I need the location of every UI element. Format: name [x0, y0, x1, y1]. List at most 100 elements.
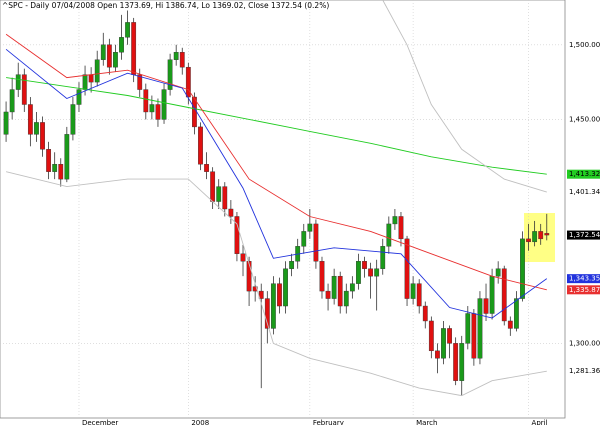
value-box — [567, 285, 600, 295]
candle-body — [70, 104, 76, 135]
close-box — [567, 230, 600, 240]
value-box — [567, 274, 600, 284]
candle-body — [46, 149, 52, 172]
x-tick-label: April — [532, 419, 548, 425]
candle-body — [64, 134, 70, 180]
value-box — [567, 169, 600, 179]
close-label: 1,372.54 — [569, 231, 600, 239]
indicator-line — [5, 33, 547, 291]
candle-body — [337, 275, 343, 307]
candle-body — [34, 122, 39, 135]
candle-body — [40, 122, 45, 150]
candle-body — [301, 231, 307, 247]
candle-body — [210, 171, 216, 202]
candle-body — [453, 343, 459, 381]
y-tick-label: 1,450.00 — [569, 115, 600, 123]
candle-body — [143, 89, 149, 113]
candle-body — [264, 298, 270, 329]
candle-body — [356, 261, 361, 284]
candle-body — [179, 52, 185, 68]
candle-body — [106, 44, 112, 68]
y-tick-label: 1,300.00 — [569, 339, 600, 347]
candle-body — [313, 223, 319, 262]
candle-body — [307, 223, 313, 232]
candle-body — [392, 216, 398, 225]
x-tick-label: March — [416, 419, 437, 425]
candle-body — [483, 298, 489, 314]
value-label: 1,335.87 — [569, 286, 600, 294]
candle-body — [374, 268, 380, 277]
chart-title: ^SPC - Daily 07/04/2008 Open 1373.69, Hi… — [2, 1, 329, 10]
candle-body — [88, 74, 94, 83]
candle-body — [216, 186, 222, 202]
candle-body — [447, 328, 452, 344]
candle-body — [119, 37, 124, 53]
candle-body — [428, 320, 434, 352]
candle-body — [465, 313, 471, 344]
x-tick-label: December — [82, 419, 118, 425]
candle-body — [410, 283, 416, 299]
candle-body — [204, 164, 209, 172]
indicator-line — [5, 171, 547, 397]
candle-body — [27, 104, 33, 135]
candle-body — [520, 238, 525, 299]
indicator-line — [6, 77, 547, 175]
candle-body — [173, 52, 179, 60]
candle-body — [228, 208, 234, 217]
candle-body — [277, 283, 282, 307]
candle-body — [222, 186, 228, 210]
candle-body — [113, 52, 118, 68]
candle-body — [386, 223, 392, 247]
candle-body — [331, 275, 337, 299]
candle-body — [185, 66, 191, 98]
candle-body — [513, 298, 519, 329]
candle-body — [100, 44, 106, 60]
candle-body — [240, 253, 246, 262]
candle-body — [58, 164, 64, 180]
candle-body — [155, 104, 161, 120]
indicator-line — [5, 48, 548, 319]
candle-body — [349, 283, 355, 292]
candle-body — [507, 320, 513, 329]
candle-body — [362, 261, 367, 269]
candle-body — [252, 286, 258, 292]
candle-body — [319, 261, 325, 292]
candle-body — [380, 246, 386, 269]
value-label: 1,413.32 — [569, 170, 600, 178]
value-label: 1,281.36 — [569, 367, 600, 375]
candle-body — [21, 74, 27, 105]
candle-body — [76, 89, 82, 105]
candle-body — [495, 268, 501, 277]
value-label: 1,343.35 — [569, 275, 600, 283]
candle-body — [15, 74, 21, 90]
candle-body — [459, 343, 465, 381]
candle-body — [404, 238, 410, 299]
candle-body — [422, 305, 428, 322]
y-tick-label: 1,500.00 — [569, 41, 600, 49]
candle-body — [343, 290, 349, 307]
candle-body — [532, 231, 538, 243]
candle-body — [477, 298, 483, 359]
candle-body — [471, 313, 477, 359]
candle-body — [325, 290, 331, 299]
candle-body — [131, 22, 137, 75]
candle-body — [3, 111, 9, 135]
candle-body — [544, 233, 550, 236]
candle-body — [94, 59, 100, 83]
value-label: 1,401.34 — [569, 188, 600, 196]
candle-body — [441, 328, 446, 359]
candle-body — [368, 268, 373, 277]
candle-body — [289, 261, 295, 269]
candle-body — [161, 89, 167, 120]
candle-body — [167, 59, 173, 90]
candle-body — [149, 104, 155, 113]
indicator-line — [382, 0, 547, 193]
candle-body — [270, 283, 276, 329]
x-tick-label: 2008 — [191, 419, 209, 425]
candle-body — [435, 350, 440, 359]
candle-body — [82, 74, 88, 90]
candle-body — [234, 216, 240, 254]
candle-body — [283, 268, 288, 307]
candle-body — [416, 283, 422, 307]
